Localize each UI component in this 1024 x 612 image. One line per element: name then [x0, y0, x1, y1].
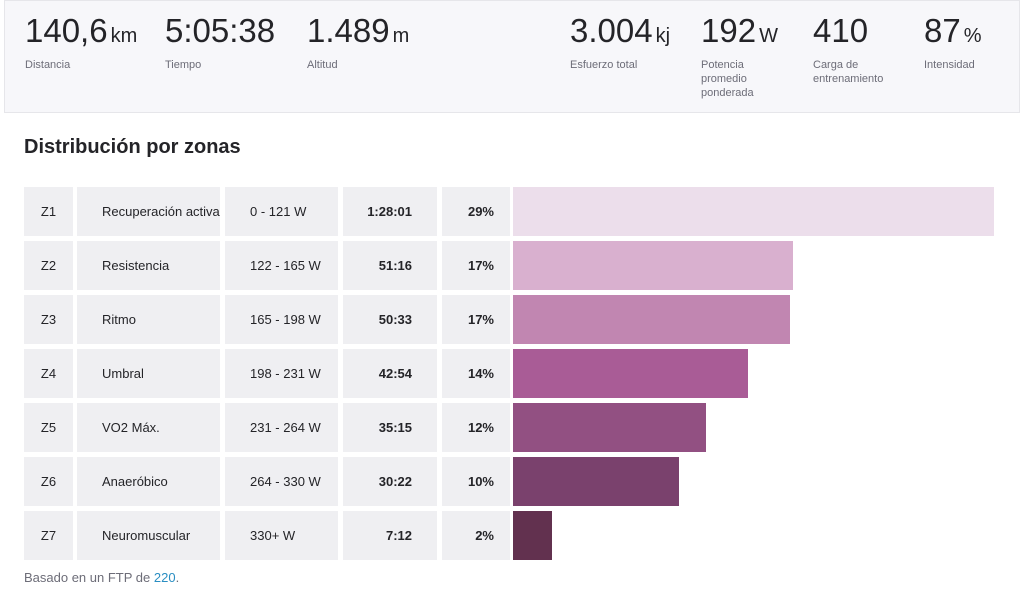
zone-bar [513, 457, 679, 506]
stat-training-load: 410 Carga de entrenamiento [813, 11, 883, 86]
zone-percent: 12% [442, 403, 510, 452]
zone-percent: 14% [442, 349, 510, 398]
stat-unit: % [963, 25, 982, 47]
stat-time: 5:05:38 Tiempo [165, 11, 278, 72]
stat-value: 3.004 [570, 12, 653, 49]
zone-id: Z3 [24, 295, 73, 344]
zone-name: Ritmo [77, 295, 220, 344]
stat-elevation: 1.489 m Altitud [307, 11, 409, 72]
zone-bar [513, 295, 790, 344]
stat-label: Tiempo [165, 59, 202, 71]
zone-percent: 17% [442, 241, 510, 290]
stat-unit: kj [655, 25, 671, 47]
stat-unit: km [110, 25, 138, 47]
zone-time: 1:28:01 [343, 187, 437, 236]
zone-time: 42:54 [343, 349, 437, 398]
zone-row: Z6 Anaeróbico 264 - 330 W 30:22 10% [24, 457, 999, 506]
zone-time: 35:15 [343, 403, 437, 452]
stat-value: 5:05:38 [165, 12, 276, 49]
zone-power-range: 231 - 264 W [225, 403, 338, 452]
stat-weighted-power: 192 W Potencia promedio ponderada [701, 11, 778, 100]
zone-power-range: 264 - 330 W [225, 457, 338, 506]
zone-row: Z3 Ritmo 165 - 198 W 50:33 17% [24, 295, 999, 344]
zone-time: 30:22 [343, 457, 437, 506]
stat-label: Altitud [307, 59, 338, 71]
zone-bar [513, 349, 748, 398]
stat-unit: m [392, 25, 410, 47]
zone-power-range: 198 - 231 W [225, 349, 338, 398]
zone-power-range: 165 - 198 W [225, 295, 338, 344]
zone-name: VO2 Máx. [77, 403, 220, 452]
zone-row: Z7 Neuromuscular 330+ W 7:12 2% [24, 511, 999, 560]
zone-id: Z4 [24, 349, 73, 398]
zone-name: Recuperación activa [77, 187, 220, 236]
stat-value: 140,6 [25, 12, 108, 49]
zone-percent: 10% [442, 457, 510, 506]
zone-time: 51:16 [343, 241, 437, 290]
zone-time: 50:33 [343, 295, 437, 344]
footnote-prefix: Basado en un FTP de [24, 570, 154, 585]
stats-panel: 140,6 km Distancia 5:05:38 Tiempo 1.489 m … [4, 0, 1020, 113]
zone-power-range: 330+ W [225, 511, 338, 560]
zone-percent: 2% [442, 511, 510, 560]
ftp-footnote: Basado en un FTP de 220. [24, 570, 179, 585]
zone-id: Z1 [24, 187, 73, 236]
zone-bar [513, 403, 706, 452]
zone-id: Z5 [24, 403, 73, 452]
stat-label: Distancia [25, 59, 71, 71]
zone-percent: 17% [442, 295, 510, 344]
stat-value: 410 [813, 12, 869, 49]
stat-label: Potencia promedio ponderada [701, 59, 754, 99]
zone-row: Z5 VO2 Máx. 231 - 264 W 35:15 12% [24, 403, 999, 452]
zone-percent: 29% [442, 187, 510, 236]
zone-id: Z6 [24, 457, 73, 506]
zone-time: 7:12 [343, 511, 437, 560]
zone-bar [513, 511, 552, 560]
stat-label: Intensidad [924, 59, 975, 71]
stat-value: 87 [924, 12, 961, 49]
zone-row: Z4 Umbral 198 - 231 W 42:54 14% [24, 349, 999, 398]
zone-name: Resistencia [77, 241, 220, 290]
zone-power-range: 0 - 121 W [225, 187, 338, 236]
ftp-link[interactable]: 220 [153, 570, 176, 585]
stat-distance: 140,6 km Distancia [25, 11, 137, 72]
zone-name: Umbral [77, 349, 220, 398]
stat-label: Esfuerzo total [570, 59, 638, 71]
stat-value: 1.489 [307, 12, 390, 49]
zone-row: Z1 Recuperación activa 0 - 121 W 1:28:01 29% [24, 187, 999, 236]
zone-bar [513, 241, 793, 290]
stat-value: 192 [701, 12, 757, 49]
zone-power-range: 122 - 165 W [225, 241, 338, 290]
footnote-suffix: . [175, 570, 180, 585]
stat-unit: W [759, 25, 778, 47]
zone-row: Z2 Resistencia 122 - 165 W 51:16 17% [24, 241, 999, 290]
zone-id: Z2 [24, 241, 73, 290]
zone-name: Anaeróbico [77, 457, 220, 506]
zone-name: Neuromuscular [77, 511, 220, 560]
zone-bar [513, 187, 994, 236]
zone-id: Z7 [24, 511, 73, 560]
stat-label: Carga de entrenamiento [813, 59, 884, 85]
stat-intensity: 87% Intensidad [924, 11, 982, 72]
section-title: Distribución por zonas [24, 136, 241, 158]
stat-total-effort: 3.004 kj Esfuerzo total [570, 11, 670, 72]
